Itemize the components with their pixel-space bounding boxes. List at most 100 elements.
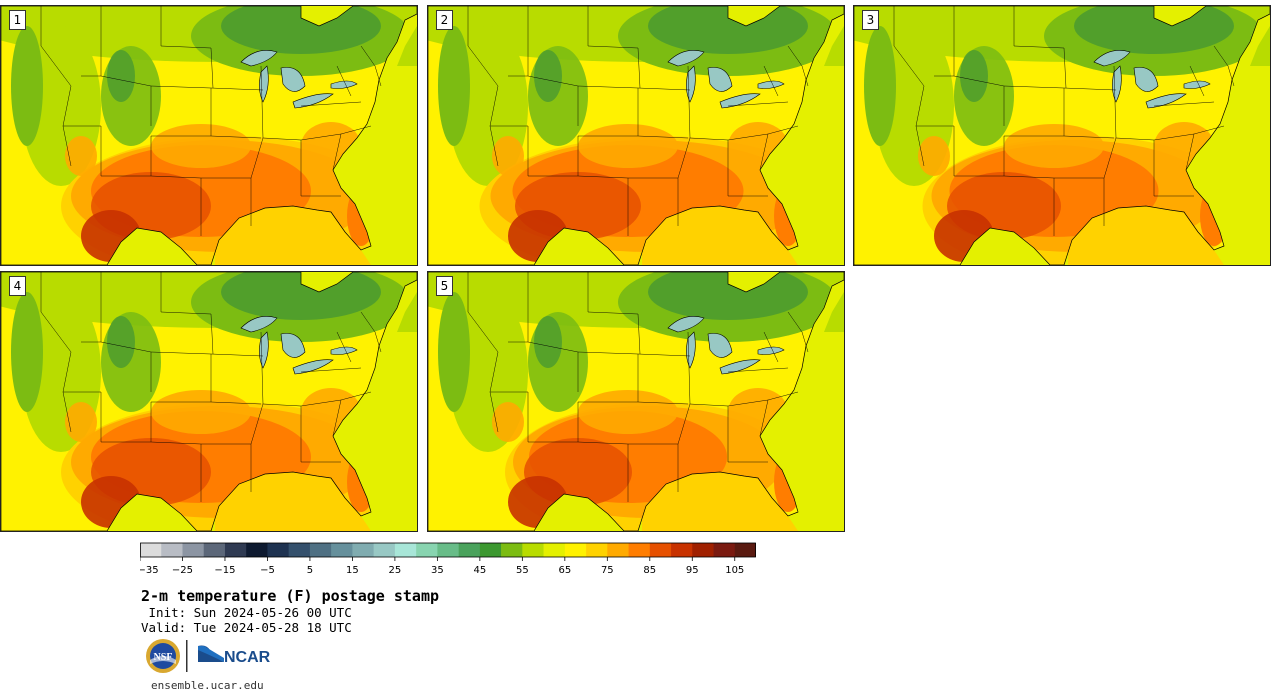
temperature-region <box>11 292 43 412</box>
colorbar-tick-label: 105 <box>725 565 744 576</box>
colorbar-tick-label: 15 <box>346 565 359 576</box>
temperature-region <box>151 124 251 168</box>
state-border <box>893 6 925 167</box>
lake-superior <box>240 50 278 67</box>
colorbar-tick-label: −25 <box>172 565 193 576</box>
state-border <box>1013 6 1065 49</box>
state-border <box>763 65 779 97</box>
state-border <box>63 125 102 176</box>
colorbar-swatch <box>713 543 736 557</box>
colorbar-swatch <box>734 543 756 557</box>
state-border <box>1213 45 1235 87</box>
colorbar-swatch <box>161 543 183 557</box>
lake-superior <box>1093 50 1131 67</box>
temperature-region <box>578 124 678 168</box>
valid-time: Valid: Tue 2024-05-28 18 UTC <box>141 620 352 635</box>
state-border <box>150 136 202 236</box>
lake-erie <box>719 93 761 109</box>
atlantic-ocean-north <box>397 292 417 332</box>
temperature-map <box>854 6 1270 265</box>
state-border <box>336 331 352 363</box>
state-border <box>150 85 212 137</box>
colorbar-swatch <box>416 543 438 557</box>
colorbar-tick-label: −35 <box>140 565 159 576</box>
nsf-logo-text: NSF <box>154 652 173 663</box>
atlantic-ocean-north <box>824 292 844 332</box>
state-border <box>210 47 214 89</box>
coastline <box>428 272 844 531</box>
state-border <box>40 6 72 167</box>
state-border <box>759 399 769 437</box>
state-border <box>1003 85 1065 137</box>
state-border <box>587 6 639 49</box>
state-border <box>490 125 529 176</box>
website-link[interactable]: ensemble.ucar.edu <box>151 679 264 692</box>
atlantic-ocean <box>1188 26 1270 265</box>
state-border <box>332 399 342 437</box>
state-border <box>100 6 152 126</box>
colorbar-tick-label: 75 <box>601 565 614 576</box>
state-border <box>210 135 262 139</box>
colorbar-tick-label: −5 <box>260 565 275 576</box>
init-time: Init: Sun 2024-05-26 00 UTC <box>141 605 352 620</box>
state-border <box>360 311 382 353</box>
nsf-logo: NSF <box>146 639 180 673</box>
map-panel-2: 2 <box>427 5 845 266</box>
colorbar-swatch <box>628 543 651 557</box>
state-border <box>527 272 579 392</box>
state-border <box>637 47 641 89</box>
coastline <box>1 6 417 265</box>
state-border <box>467 6 499 167</box>
atlantic-ocean-north <box>397 26 417 66</box>
ncar-logo: NCAR <box>198 645 271 666</box>
colorbar-swatch <box>607 543 629 557</box>
colorbar-swatch <box>692 543 714 557</box>
lake-erie <box>719 359 761 375</box>
colorbar-swatch <box>140 543 162 557</box>
temperature-region <box>438 292 470 412</box>
lake-huron <box>1133 67 1159 92</box>
atlantic-ocean <box>762 292 844 531</box>
lake-superior <box>667 316 705 333</box>
state-border <box>577 351 639 403</box>
coastline <box>1 272 417 531</box>
panel-number-label: 3 <box>862 10 879 30</box>
map-panel-3: 3 <box>853 5 1271 266</box>
lake-ontario <box>1183 80 1211 89</box>
state-border <box>210 353 264 357</box>
state-border <box>336 65 352 97</box>
map-panel-1: 1 <box>0 5 418 266</box>
atlantic-ocean <box>335 26 417 265</box>
ncar-logo-text: NCAR <box>224 649 271 666</box>
state-border <box>490 391 529 442</box>
temperature-region <box>65 402 97 442</box>
temperature-region <box>492 136 524 176</box>
state-border <box>577 136 629 236</box>
colorbar-swatch <box>267 543 289 557</box>
state-border <box>160 6 212 49</box>
logos: NSF NCAR <box>144 638 284 678</box>
state-border <box>63 391 102 442</box>
state-border <box>577 402 629 502</box>
colorbar-swatch <box>394 543 417 557</box>
colorbar-tick-label: 95 <box>686 565 699 576</box>
colorbar-tick-label: 65 <box>558 565 571 576</box>
colorbar-tick-label: 5 <box>307 565 313 576</box>
temperature-region <box>960 50 988 102</box>
state-border <box>160 272 212 315</box>
coastline <box>428 6 844 265</box>
temperature-region <box>107 50 135 102</box>
state-border <box>637 87 691 91</box>
temperature-region <box>578 390 678 434</box>
temperature-map <box>428 6 844 265</box>
colorbar-frame <box>140 542 756 558</box>
colorbar-swatch <box>564 543 587 557</box>
state-border <box>637 135 689 139</box>
colorbar-swatch <box>437 543 459 557</box>
colorbar-tick-label: 25 <box>389 565 402 576</box>
state-border <box>100 272 152 392</box>
colorbar-swatch <box>224 543 247 557</box>
coastline <box>854 6 1270 265</box>
lake-huron <box>280 333 306 358</box>
state-border <box>1189 65 1205 97</box>
